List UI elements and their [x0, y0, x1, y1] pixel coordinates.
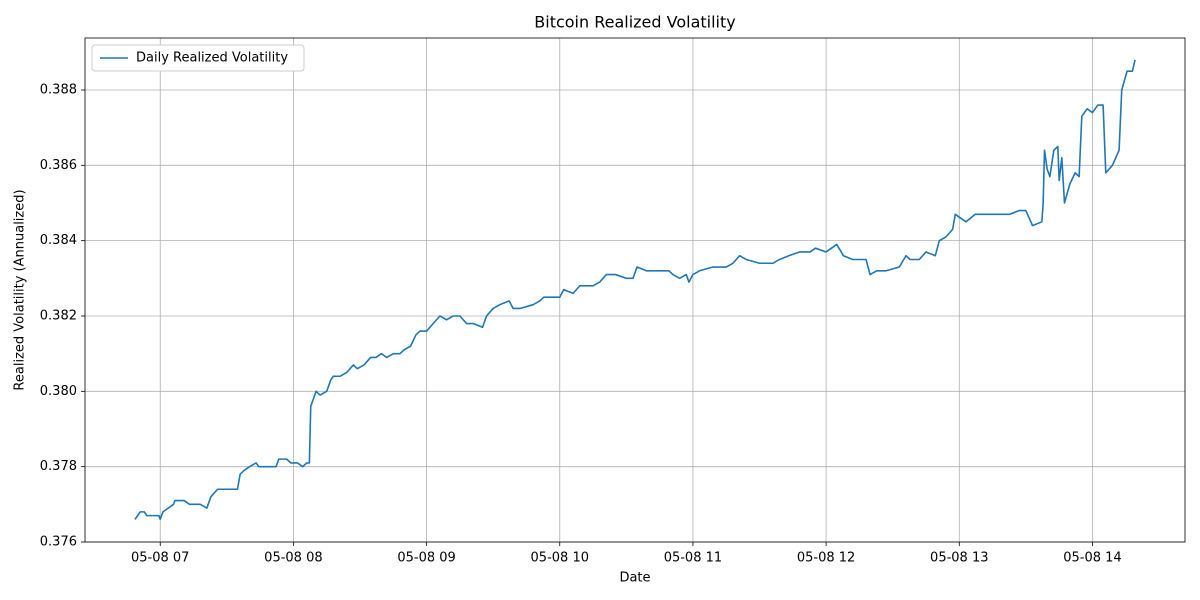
y-axis-label: Realized Volatility (Annualized)	[13, 189, 28, 390]
x-tick-label: 05-08 09	[397, 551, 455, 566]
legend-box	[91, 44, 305, 72]
data-line	[134, 59, 1136, 521]
y-tick-label: 0.386	[40, 158, 77, 173]
x-tick-label: 05-08 14	[1063, 551, 1121, 566]
y-tick-label: 0.388	[40, 82, 77, 97]
chart-title: Bitcoin Realized Volatility	[534, 13, 735, 32]
x-tick-label: 05-08 12	[797, 551, 855, 566]
y-tick-label: 0.376	[40, 535, 77, 550]
legend-label: Daily Realized Volatility	[136, 51, 288, 66]
y-tick-label: 0.378	[40, 459, 77, 474]
x-axis-label: Date	[619, 571, 650, 586]
x-tick-label: 05-08 07	[131, 551, 189, 566]
y-tick-label: 0.382	[40, 308, 77, 323]
y-tick-label: 0.384	[40, 233, 77, 248]
x-tick-label: 05-08 11	[664, 551, 722, 566]
x-tick-label: 05-08 13	[930, 551, 988, 566]
plot-frame	[84, 37, 1186, 543]
x-tick-label: 05-08 10	[531, 551, 589, 566]
y-tick-label: 0.380	[40, 384, 77, 399]
x-tick-label: 05-08 08	[264, 551, 322, 566]
